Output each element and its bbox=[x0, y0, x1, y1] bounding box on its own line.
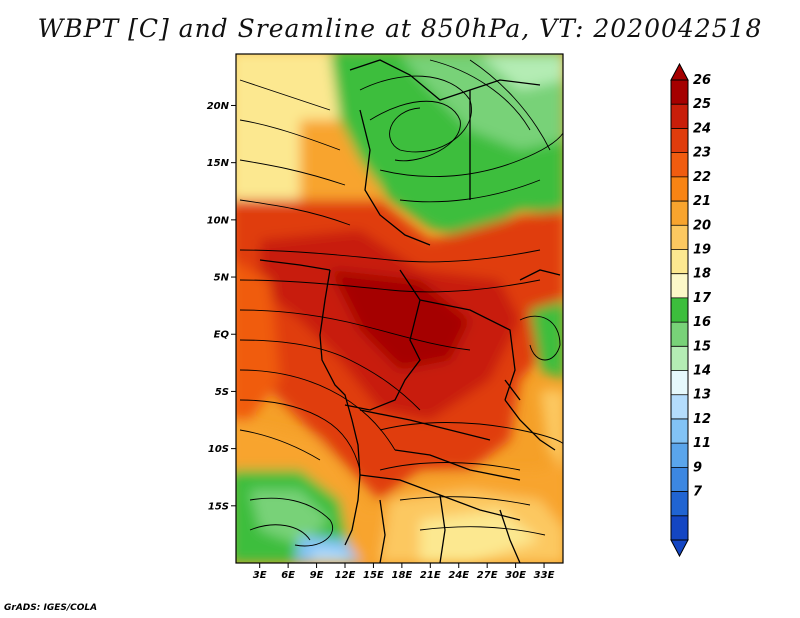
colorbar-segment bbox=[671, 370, 688, 396]
lon-label: 27E bbox=[477, 570, 498, 581]
colorbar-segment bbox=[671, 443, 688, 468]
colorbar-label: 26 bbox=[693, 73, 711, 88]
colorbar-segment bbox=[671, 225, 688, 250]
lat-label: 10N bbox=[207, 215, 230, 226]
colorbar-segment bbox=[671, 467, 688, 493]
colorbar-segment bbox=[671, 152, 688, 178]
colorbar-top-arrow bbox=[670, 62, 689, 81]
borders bbox=[259, 59, 561, 563]
colorbar-segment bbox=[671, 322, 688, 347]
colorbar-label: 22 bbox=[693, 170, 711, 185]
colorbar-segment bbox=[671, 491, 688, 517]
lon-label: 30E bbox=[505, 570, 526, 581]
grads-credit: GrADS: IGES/COLA bbox=[4, 603, 98, 613]
lon-label: 15E bbox=[363, 570, 384, 581]
colorbar-bottom-arrow bbox=[670, 539, 689, 558]
colorbar-frame bbox=[670, 79, 689, 541]
latitude-axis: 20N 15N 10N 5N EQ 5S 10S 15S bbox=[207, 101, 236, 512]
colorbar-segment bbox=[671, 394, 688, 420]
colorbar-label: 24 bbox=[693, 121, 711, 136]
streamlines bbox=[239, 59, 563, 547]
colorbar-label: 25 bbox=[693, 97, 711, 112]
lon-label: 12E bbox=[335, 570, 356, 581]
wbpt-field bbox=[235, 53, 564, 564]
lon-label: 3E bbox=[253, 570, 267, 581]
map-title: WBPT [C] and Sreamline at 850hPa, VT: 20… bbox=[37, 14, 763, 43]
colorbar-label: 13 bbox=[693, 388, 711, 403]
colorbar-segment bbox=[671, 249, 688, 275]
colorbar-label: 11 bbox=[693, 436, 711, 451]
lon-label: 24E bbox=[448, 570, 469, 581]
colorbar-label: 18 bbox=[693, 267, 711, 282]
colorbar-segment bbox=[671, 418, 688, 444]
colorbar-segment bbox=[671, 128, 688, 154]
colorbar-segment bbox=[671, 515, 688, 541]
colorbar-label: 12 bbox=[693, 412, 711, 427]
lon-label: 6E bbox=[281, 570, 295, 581]
colorbar-label: 19 bbox=[693, 242, 711, 257]
colorbar-segment bbox=[671, 176, 688, 202]
lon-label: 9E bbox=[310, 570, 324, 581]
lat-label: 5S bbox=[215, 387, 229, 398]
colorbar-segment bbox=[671, 297, 688, 323]
colorbar-label: 23 bbox=[693, 146, 711, 161]
colorbar-segment bbox=[671, 80, 688, 105]
lat-label: 5N bbox=[214, 273, 230, 284]
lon-label: 21E bbox=[420, 570, 441, 581]
lat-label: 20N bbox=[207, 101, 230, 112]
colorbar-label: 14 bbox=[693, 364, 711, 379]
colorbar-label: 17 bbox=[693, 291, 712, 306]
colorbar-label: 16 bbox=[693, 315, 711, 330]
lat-label: 15N bbox=[207, 158, 230, 169]
lat-label: 15S bbox=[208, 501, 229, 512]
colorbar-segment bbox=[671, 273, 688, 299]
lon-label: 18E bbox=[391, 570, 412, 581]
colorbar-label: 21 bbox=[693, 194, 711, 209]
colorbar-label: 15 bbox=[693, 339, 711, 354]
colorbar-segment bbox=[671, 104, 688, 129]
colorbar-label: 9 bbox=[693, 460, 702, 475]
colorbar-segment bbox=[671, 201, 688, 226]
lon-label: 33E bbox=[534, 570, 555, 581]
lat-label: EQ bbox=[214, 330, 230, 341]
colorbar-label: 20 bbox=[693, 218, 711, 233]
longitude-axis: 3E 6E 9E 12E 15E 18E 21E 24E 27E 30E 33E bbox=[253, 563, 555, 581]
plot-frame bbox=[235, 53, 564, 564]
colorbar: 26 25 24 23 22 21 20 19 18 17 16 15 14 13 12 11 9 7 bbox=[670, 62, 712, 558]
colorbar-label: 7 bbox=[693, 485, 703, 500]
lat-label: 10S bbox=[208, 444, 229, 455]
colorbar-segment bbox=[671, 346, 688, 372]
